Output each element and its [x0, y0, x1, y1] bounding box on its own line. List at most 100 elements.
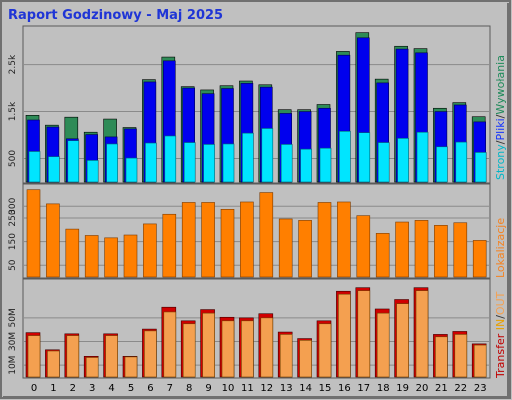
x-tick-label: 5: [128, 383, 134, 394]
bar-out: [85, 357, 99, 378]
bar-out: [144, 330, 157, 378]
legend-out: OUT: [494, 291, 507, 315]
bar-lokalizacje: [453, 222, 468, 278]
x-tick-labels: 0 1 2 3 4 5 6 7 8 9 10 11 12 13 14 15 16 17 18 19 20 21 22 23: [31, 383, 487, 394]
bar-lokalizacje: [298, 220, 312, 278]
bar-strony: [203, 144, 215, 183]
x-tick-label: 18: [377, 383, 390, 394]
x-tick-label: 9: [205, 383, 211, 394]
x-tick-label: 6: [147, 383, 153, 394]
bar-lokalizacje: [220, 208, 235, 278]
bar-lokalizacje: [240, 201, 254, 278]
bar-lokalizacje: [26, 189, 41, 278]
y-tick-label: 30M: [8, 332, 18, 351]
bar-lokalizacje: [472, 240, 487, 278]
legend-lokalizacje: Lokalizacje: [494, 218, 507, 278]
bar-strony: [145, 142, 157, 183]
bar-out: [435, 336, 448, 378]
bar-out: [299, 340, 312, 378]
y-tick-label: 50: [8, 259, 18, 271]
bar-strony: [416, 131, 429, 183]
bar-lokalizacje: [181, 202, 196, 278]
bar-strony: [436, 146, 448, 183]
legend-strony: Strony: [494, 144, 507, 180]
bar-strony: [339, 130, 351, 183]
x-tick-label: 8: [186, 383, 192, 394]
panel-bottom: [22, 278, 491, 379]
x-tick-label: 2: [70, 383, 76, 394]
bar-strony: [280, 144, 293, 183]
bar-out: [105, 335, 118, 378]
bar-lokalizacje: [395, 221, 409, 278]
bar-lokalizacje: [278, 218, 293, 278]
bar-lokalizacje: [317, 202, 332, 278]
bar-strony: [261, 128, 274, 183]
x-tick-label: 4: [108, 383, 114, 394]
bar-lokalizacje: [434, 225, 448, 278]
bar-lokalizacje: [337, 201, 351, 278]
bar-strony: [377, 142, 390, 183]
bar-out: [47, 350, 60, 378]
bar-lokalizacje: [375, 233, 390, 278]
bar-lokalizacje: [201, 202, 215, 278]
y-tick-label: 1.5k: [8, 101, 18, 121]
legend-in: IN: [494, 319, 507, 334]
x-tick-label: 11: [241, 383, 254, 394]
x-tick-label: 13: [280, 383, 293, 394]
y-tick-label: 250: [8, 209, 18, 226]
bar-strony: [242, 132, 254, 183]
bar-out: [27, 335, 41, 378]
y-tick-label: 300: [8, 197, 18, 214]
bar-strony: [183, 142, 196, 183]
bar-strony: [358, 132, 371, 183]
bar-lokalizacje: [84, 235, 99, 278]
bar-out: [318, 323, 332, 378]
bar-strony: [319, 147, 332, 183]
bar-lokalizacje: [104, 237, 118, 278]
bar-strony: [86, 160, 99, 183]
bar-lokalizacje: [65, 228, 80, 278]
bar-lokalizacje: [123, 234, 138, 278]
bar-lokalizacje: [259, 192, 274, 278]
x-tick-label: 3: [89, 383, 95, 394]
legend-wywolania: Wywołania: [494, 55, 507, 115]
x-tick-label: 7: [167, 383, 173, 394]
bar-out: [396, 303, 409, 378]
legend-top: Strony/Pliki/Wywołania: [494, 55, 507, 180]
x-tick-label: 15: [319, 383, 332, 394]
bar-out: [279, 334, 293, 378]
y-tick-label: 150: [8, 233, 18, 250]
bar-strony: [397, 138, 409, 183]
bar-lokalizacje: [414, 220, 429, 278]
bar-strony: [455, 141, 468, 183]
x-tick-label: 17: [357, 383, 370, 394]
legend-sep-2: /: [494, 114, 507, 118]
grid-layer: [24, 64, 489, 366]
legend-sep-1: /: [494, 140, 507, 144]
bar-out: [66, 335, 80, 378]
x-tick-label: 16: [338, 383, 351, 394]
bar-out: [338, 293, 351, 378]
outer-frame-shadow-bottom: [3, 396, 510, 398]
bar-out: [454, 334, 468, 378]
legend-transfer: Transfer: [494, 333, 507, 379]
y-tick-label: 2.5k: [8, 54, 18, 74]
x-tick-label: 1: [50, 383, 56, 394]
bar-strony: [67, 140, 80, 183]
bar-out: [241, 320, 254, 378]
bar-strony: [48, 156, 60, 183]
bar-strony: [300, 148, 312, 183]
y-tick-label: 10M: [8, 356, 18, 375]
bar-out: [124, 356, 138, 378]
legend-pliki: Pliki: [494, 118, 507, 140]
legend-sep-3: /: [494, 315, 507, 319]
bar-out: [415, 290, 429, 378]
x-tick-label: 23: [474, 383, 487, 394]
y-tick-label: 50M: [8, 308, 18, 327]
bar-out: [221, 320, 235, 378]
outer-frame-shadow: [507, 3, 510, 398]
x-tick-label: 19: [396, 383, 409, 394]
bar-strony: [474, 152, 487, 183]
